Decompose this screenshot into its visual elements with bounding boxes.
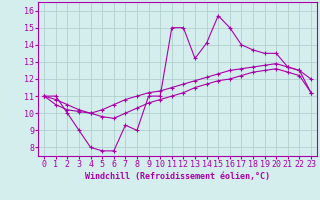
X-axis label: Windchill (Refroidissement éolien,°C): Windchill (Refroidissement éolien,°C) bbox=[85, 172, 270, 181]
